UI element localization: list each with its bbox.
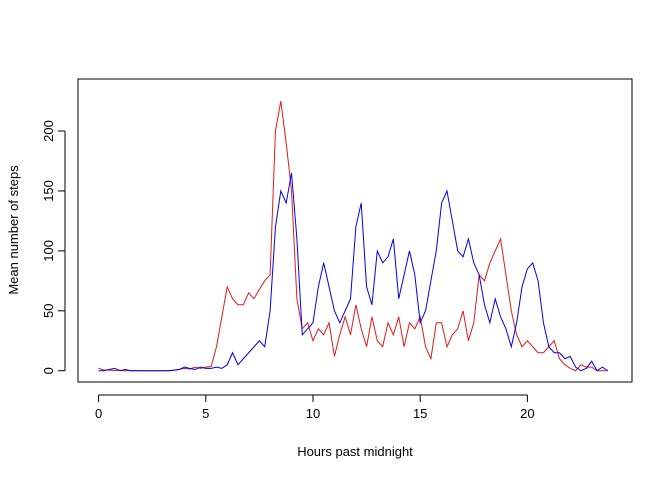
y-tick-label: 150	[41, 180, 56, 202]
y-tick-label: 50	[41, 304, 56, 318]
y-tick-label: 200	[41, 120, 56, 142]
y-tick-label: 100	[41, 240, 56, 262]
x-tick-label: 20	[520, 406, 534, 421]
plot-box	[77, 78, 633, 383]
x-tick-label: 10	[306, 406, 320, 421]
series-line	[98, 100, 608, 372]
x-tick-label: 15	[413, 406, 427, 421]
x-axis-label: Hours past midnight	[297, 444, 413, 459]
x-tick-label: 0	[95, 406, 102, 421]
y-axis-label: Mean number of steps	[6, 165, 21, 295]
series-line	[98, 172, 609, 372]
x-tick-label: 5	[202, 406, 209, 421]
y-tick-label: 0	[41, 367, 56, 374]
